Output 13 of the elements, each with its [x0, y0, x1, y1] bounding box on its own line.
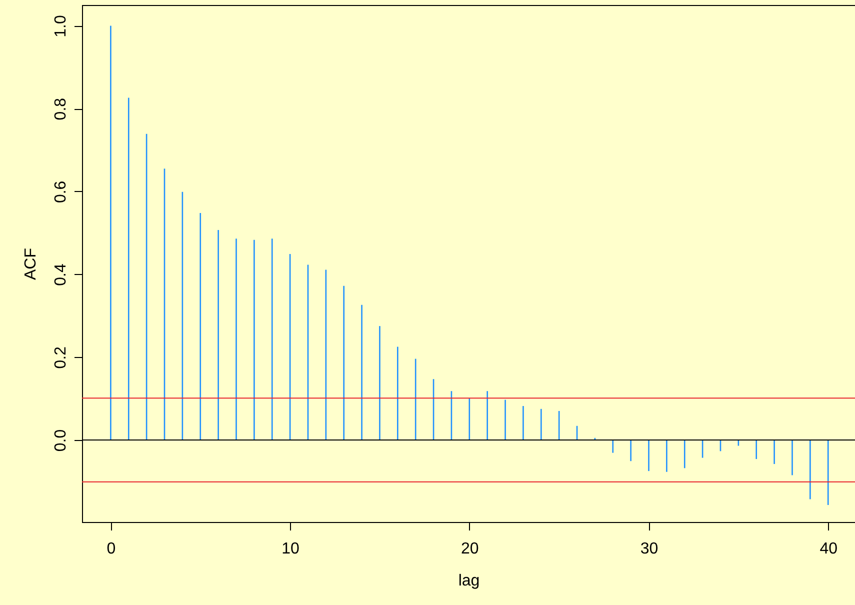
x-tick-label: 0 — [106, 540, 116, 558]
x-tick-label: 40 — [820, 540, 838, 558]
y-tick-label: 0.6 — [52, 180, 70, 204]
y-tick-label: 0.2 — [52, 346, 70, 369]
y-tick-label: 0.0 — [52, 429, 70, 452]
x-tick-label: 20 — [461, 540, 479, 558]
y-tick-label: 1.0 — [52, 14, 70, 38]
y-axis-title: ACF — [22, 248, 40, 280]
x-tick-label: 10 — [282, 540, 300, 558]
y-tick-label: 0.4 — [52, 264, 70, 286]
x-tick-label: 30 — [640, 540, 658, 558]
y-tick-label: 0.8 — [52, 98, 70, 120]
x-axis-title: lag — [458, 572, 480, 590]
